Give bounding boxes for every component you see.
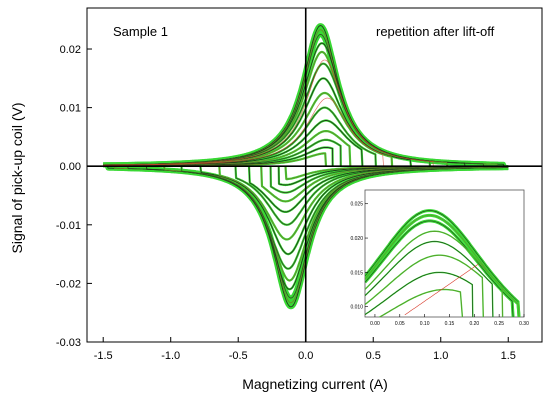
x-tick-label: 0.5 — [366, 350, 381, 362]
inset-line-dark — [365, 254, 484, 317]
annotation-sample: Sample 1 — [113, 24, 168, 39]
inset-x-tick-label: 0.25 — [494, 321, 504, 327]
inset-x-tick-label: 0.05 — [395, 321, 405, 327]
series-line-red — [103, 97, 384, 167]
inset-plot-area: 0.00 0.05 0.10 0.15 0.20 0.25 0.30 0.010 0.015 0.… — [350, 189, 529, 327]
x-tick-label: 1.5 — [501, 350, 516, 362]
inset-y-tick-label: 0.020 — [350, 236, 363, 242]
x-axis-title: Magnetizing current (A) — [242, 376, 388, 392]
inset-line-red — [404, 263, 479, 316]
x-tick-label: -1.5 — [94, 350, 113, 362]
inset-y-tick-label: 0.010 — [350, 305, 363, 311]
y-tick-label: -0.03 — [56, 337, 81, 349]
inset-x-tick-label: 0.10 — [420, 321, 430, 327]
x-tick-label: 0.0 — [298, 350, 313, 362]
inset-line-dark — [365, 230, 503, 317]
annotation-repetition: repetition after lift-off — [376, 24, 495, 39]
x-tick-label: -0.5 — [229, 350, 248, 362]
inset-x-tick-label: 0.15 — [445, 321, 455, 327]
x-tick-label: 1.0 — [433, 350, 448, 362]
inset-x-tick-label: 0.20 — [469, 321, 479, 327]
inset-y-tick-label: 0.015 — [350, 270, 363, 276]
inset-line-dark — [365, 220, 514, 317]
inset-x-tick-label: 0.30 — [519, 321, 529, 327]
y-axis-title: Signal of pick-up coil (V) — [9, 103, 25, 254]
inset-frame — [364, 189, 525, 318]
inset-line-dark — [365, 210, 520, 317]
main-plot-area: -1.5 -1.0 -0.5 0.0 0.5 1.0 1.5 -0.03 -0.02 -0.01 0… — [56, 7, 543, 362]
series-line-red — [103, 59, 434, 167]
inset-curves — [365, 209, 521, 317]
x-tick-label: -1.0 — [161, 350, 180, 362]
inset-line-dark — [365, 272, 474, 317]
y-tick-label: -0.01 — [56, 220, 81, 232]
inset-line-dark — [365, 241, 494, 317]
y-tick-label: 0.02 — [60, 44, 81, 56]
inset-y-tick-label: 0.025 — [350, 202, 363, 208]
inset-line-dark — [379, 289, 463, 317]
y-tick-label: 0.00 — [60, 161, 81, 173]
y-tick-label: 0.01 — [60, 103, 81, 115]
inset-x-tick-label: 0.00 — [370, 321, 380, 327]
y-tick-label: -0.02 — [56, 278, 81, 290]
